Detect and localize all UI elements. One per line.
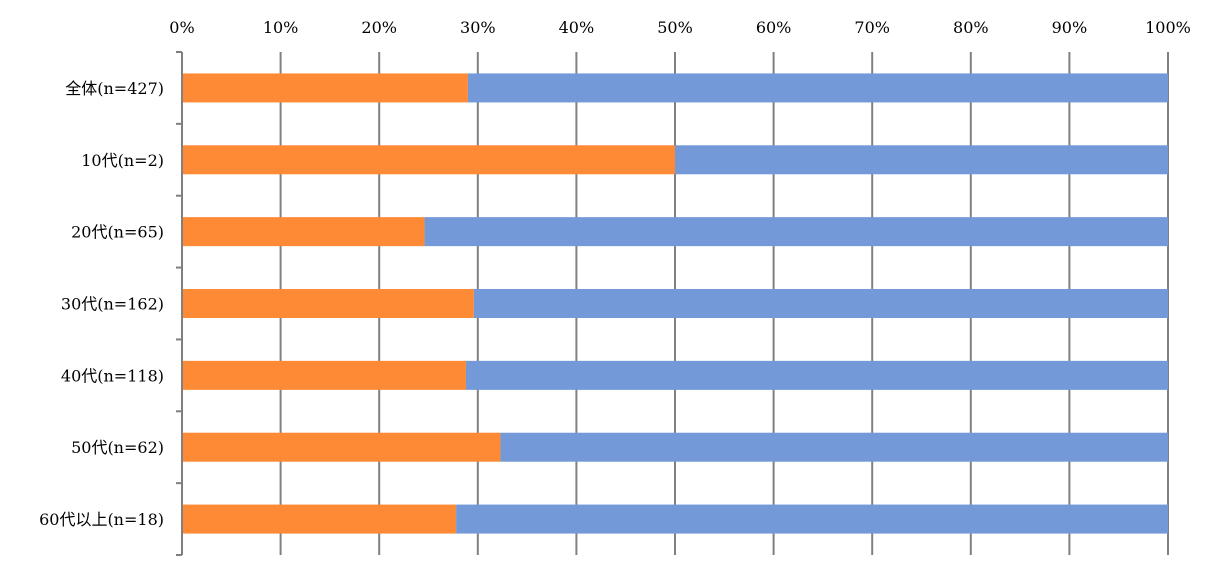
bar-series-2-2 xyxy=(424,217,1168,247)
bar-series-1-0 xyxy=(182,73,468,103)
bar-series-1-6 xyxy=(182,504,457,534)
category-label: 40代(n=118) xyxy=(61,366,164,385)
bar-series-2-3 xyxy=(473,289,1169,318)
bar-series-2-4 xyxy=(465,360,1168,390)
bar-series-2-1 xyxy=(675,145,1168,175)
bar-series-2-6 xyxy=(456,504,1168,534)
bar-series-1-2 xyxy=(182,217,425,247)
category-label: 30代(n=162) xyxy=(61,295,164,314)
x-tick-label: 50% xyxy=(657,18,693,37)
x-tick-label: 80% xyxy=(953,18,989,37)
bar-series-1-3 xyxy=(182,289,474,318)
category-labels: 全体(n=427) 10代(n=2) 20代(n=65) 30代(n=162) 40代(… xyxy=(39,79,164,529)
x-tick-label: 70% xyxy=(854,18,890,37)
x-tick-label: 100% xyxy=(1145,18,1191,37)
bar-series-1-1 xyxy=(182,145,675,175)
bar-series-2-5 xyxy=(500,432,1168,462)
x-tick-label: 10% xyxy=(263,18,299,37)
x-tick-labels: 0% 10% 20% 30% 40% 50% 60% 70% 80% 90% 100% xyxy=(169,18,1191,37)
x-tick-label: 60% xyxy=(756,18,792,37)
x-tick-label: 40% xyxy=(559,18,595,37)
category-label: 20代(n=65) xyxy=(71,223,164,242)
bar-series-1-5 xyxy=(182,432,501,462)
category-label: 10代(n=2) xyxy=(81,151,164,170)
category-label: 60代以上(n=18) xyxy=(39,510,164,529)
y-axis xyxy=(176,51,183,556)
x-tick-label: 0% xyxy=(169,18,194,37)
bar-series-1-4 xyxy=(182,360,466,390)
bar-series-2-0 xyxy=(467,73,1168,103)
category-label: 全体(n=427) xyxy=(65,79,164,98)
category-label: 50代(n=62) xyxy=(71,438,164,457)
x-tick-label: 90% xyxy=(1052,18,1088,37)
bars xyxy=(182,73,1169,534)
x-tick-label: 20% xyxy=(361,18,397,37)
x-tick-label: 30% xyxy=(460,18,496,37)
